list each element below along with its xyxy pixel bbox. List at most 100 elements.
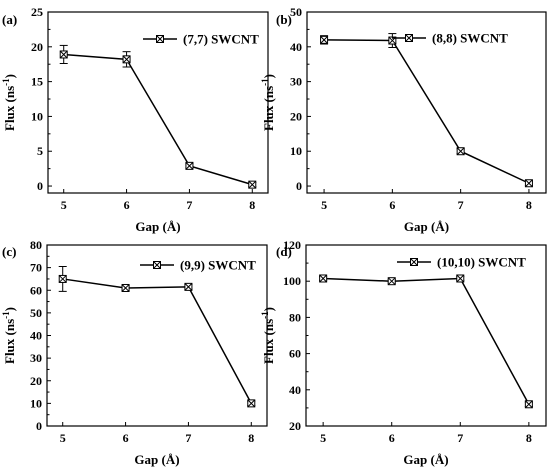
panel-label: (d) — [276, 244, 292, 259]
x-tick-label: 5 — [321, 198, 327, 212]
y-axis-title: Flux (ns-1) — [260, 307, 276, 364]
y-tick-label: 80 — [289, 310, 301, 324]
panel-1: (b) 5 6 7 8 0 10 20 30 40 50 Gap (Å) Flux (ns-1) (8,8… — [260, 5, 547, 234]
legend-marker-cross-b — [153, 261, 161, 269]
y-tick-label: 80 — [30, 238, 42, 252]
x-tick-label: 5 — [320, 431, 326, 445]
plot-frame — [305, 244, 547, 427]
data-point — [248, 180, 257, 189]
x-axis-title: Gap (Å) — [404, 219, 449, 234]
y-tick-label: 30 — [290, 75, 302, 89]
x-tick-label: 8 — [526, 198, 532, 212]
series-line — [62, 278, 252, 404]
series-line — [63, 53, 253, 186]
y-tick-label: 20 — [31, 40, 43, 54]
plot-frame — [306, 11, 547, 194]
panel-label: (b) — [276, 12, 292, 27]
y-tick-label: 15 — [31, 75, 43, 89]
y-axis-title-sup: -1 — [1, 78, 11, 86]
legend-label: (8,8) SWCNT — [432, 31, 508, 46]
legend-marker — [410, 258, 418, 266]
data-point — [122, 55, 131, 64]
y-axis-title-main: Flux (ns — [2, 86, 17, 131]
x-tick-label: 6 — [389, 198, 395, 212]
data-point — [524, 179, 533, 188]
y-axis-title-main: Flux (ns — [261, 319, 276, 364]
y-tick-label: 20 — [289, 419, 301, 433]
x-axis-title: Gap (Å) — [135, 219, 180, 234]
y-axis-title-close: ) — [261, 307, 276, 311]
data-point — [524, 400, 533, 409]
x-tick-label: 6 — [389, 431, 395, 445]
legend-label: (7,7) SWCNT — [183, 32, 259, 47]
data-point — [387, 277, 396, 286]
y-tick-label: 40 — [290, 40, 302, 54]
data-point-cross-b — [58, 275, 67, 283]
y-axis-title-main: Flux (ns — [2, 319, 17, 364]
data-point — [58, 274, 67, 283]
series-line — [323, 277, 530, 405]
plot-frame — [47, 11, 269, 194]
legend-label: (9,9) SWCNT — [180, 258, 256, 273]
data-point-cross-b — [122, 55, 131, 64]
y-tick-label: 60 — [289, 347, 301, 361]
data-point — [184, 282, 193, 291]
x-tick-label: 8 — [249, 198, 255, 212]
data-point — [247, 399, 256, 408]
y-axis-title: Flux (ns-1) — [1, 74, 17, 131]
y-tick-label: 20 — [30, 374, 42, 388]
legend-marker — [153, 261, 161, 269]
y-tick-label: 25 — [31, 5, 43, 19]
legend-marker-cross-b — [410, 258, 418, 266]
y-tick-label: 0 — [37, 179, 43, 193]
y-tick-label: 60 — [30, 283, 42, 297]
x-axis-title: Gap (Å) — [403, 452, 448, 467]
data-point-cross-b — [525, 179, 533, 188]
x-tick-label: 6 — [123, 431, 129, 445]
y-tick-label: 0 — [296, 179, 302, 193]
y-tick-label: 0 — [36, 419, 42, 433]
y-axis-title: Flux (ns-1) — [1, 307, 17, 364]
y-tick-label: 40 — [289, 383, 301, 397]
y-tick-label: 40 — [30, 329, 42, 343]
data-point — [319, 274, 328, 283]
data-point-cross-b — [456, 147, 465, 156]
data-point-cross-b — [456, 274, 465, 283]
y-axis-title-sup: -1 — [260, 78, 270, 86]
data-point — [456, 274, 465, 283]
y-axis-title-close: ) — [2, 74, 17, 78]
data-point — [185, 161, 194, 170]
panel-label: (a) — [2, 12, 17, 27]
x-tick-label: 5 — [60, 431, 66, 445]
legend-marker — [405, 34, 413, 42]
data-point-cross-b — [121, 284, 130, 292]
x-tick-label: 7 — [458, 198, 464, 212]
y-tick-label: 20 — [290, 109, 302, 123]
data-point-cross-b — [185, 161, 194, 170]
legend-marker-cross-b — [405, 34, 413, 42]
legend-label: (10,10) SWCNT — [437, 255, 526, 270]
x-tick-label: 5 — [61, 198, 67, 212]
y-axis-title-main: Flux (ns — [261, 86, 276, 131]
legend: (9,9) SWCNT — [140, 258, 256, 273]
data-point — [59, 50, 68, 59]
y-tick-label: 10 — [31, 109, 43, 123]
y-tick-label: 50 — [30, 306, 42, 320]
data-point-cross-b — [59, 50, 68, 59]
x-axis-title: Gap (Å) — [134, 452, 179, 467]
y-axis-title-close: ) — [2, 307, 17, 311]
y-axis-title-sup: -1 — [1, 311, 11, 319]
legend-marker — [156, 35, 164, 43]
data-point — [320, 35, 329, 44]
data-point — [456, 147, 465, 156]
y-tick-label: 120 — [283, 238, 301, 252]
data-point-cross-b — [387, 277, 396, 286]
data-point-cross-b — [247, 399, 256, 408]
x-tick-label: 7 — [185, 431, 191, 445]
data-point-cross-b — [319, 274, 327, 283]
x-tick-label: 7 — [186, 198, 192, 212]
